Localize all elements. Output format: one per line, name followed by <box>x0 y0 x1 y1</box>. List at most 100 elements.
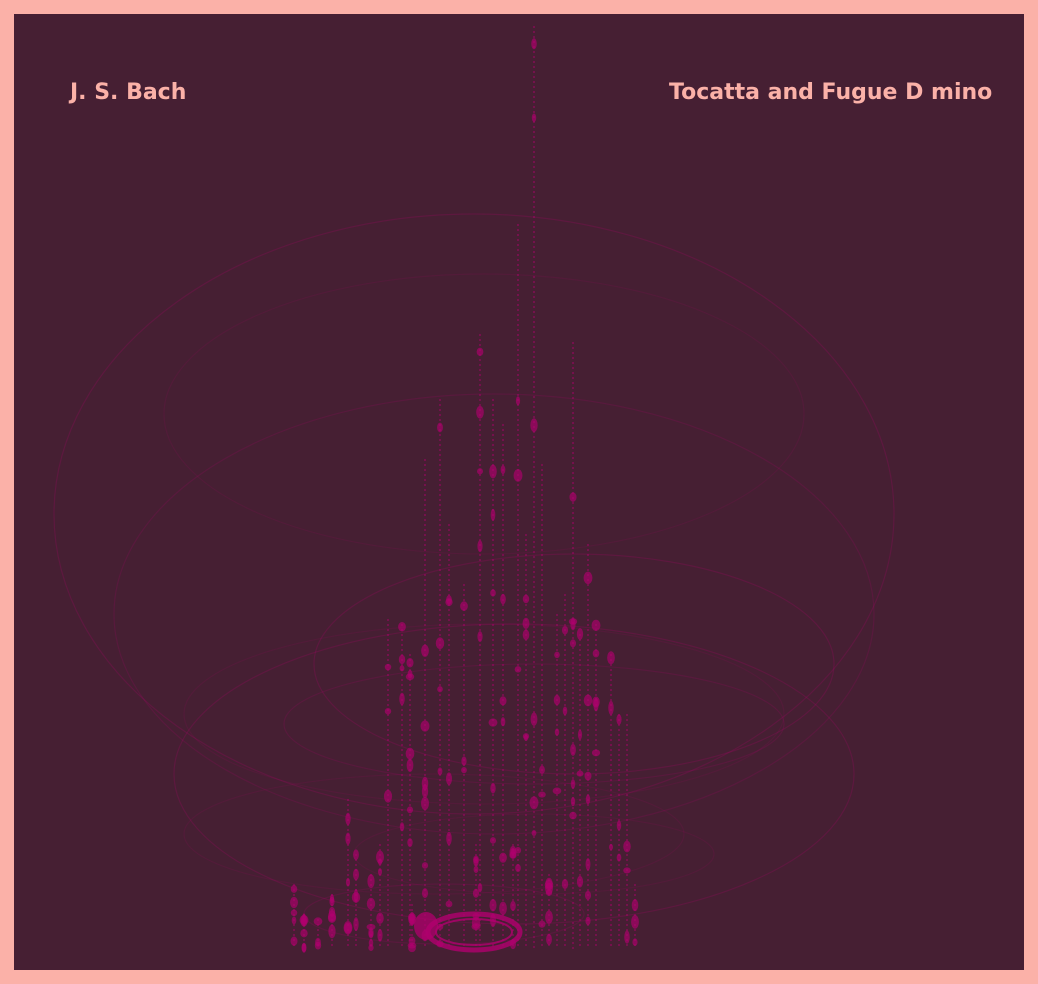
note-dot <box>608 700 614 715</box>
note-dot <box>553 694 561 706</box>
note-dot <box>607 651 615 665</box>
ripple-rings <box>53 213 895 945</box>
note-dot <box>399 692 405 706</box>
note-dot <box>345 832 351 845</box>
note-dot <box>406 758 414 772</box>
note-dot <box>585 858 591 871</box>
note-dot <box>561 625 569 635</box>
ripple-ring <box>183 773 685 895</box>
note-dot <box>461 756 467 766</box>
note-dot <box>421 888 429 899</box>
note-dot <box>530 712 538 726</box>
note-dot <box>461 767 467 774</box>
note-dot <box>592 649 600 658</box>
note-dot <box>477 468 483 475</box>
note-dot <box>489 464 497 479</box>
note-dot <box>420 720 430 732</box>
note-dot <box>545 882 553 895</box>
note-dot <box>569 639 577 648</box>
note-dot <box>632 938 638 946</box>
note-dot <box>584 771 592 781</box>
note-dot <box>561 878 569 890</box>
note-dot <box>583 694 593 707</box>
note-dot <box>568 618 578 625</box>
note-dot <box>376 850 384 864</box>
note-dot <box>477 540 483 553</box>
note-dot <box>327 913 337 923</box>
note-dot <box>531 38 537 50</box>
note-dot <box>490 508 496 521</box>
note-dot <box>576 875 584 888</box>
note-dot <box>408 936 416 945</box>
note-dot <box>473 865 479 874</box>
note-dot <box>514 666 522 673</box>
note-dot <box>531 829 537 836</box>
note-dot <box>623 867 631 874</box>
note-dot <box>562 706 568 716</box>
note-dot <box>538 920 546 928</box>
note-dot <box>398 621 406 632</box>
note-dot <box>344 922 352 934</box>
note-dot <box>489 898 497 912</box>
note-dot <box>522 733 530 740</box>
note-dot <box>407 838 413 847</box>
note-dot <box>538 791 546 798</box>
note-dot <box>570 779 576 789</box>
piece-title: Tocatta and Fugue D mino <box>669 80 993 105</box>
note-dot <box>476 405 484 419</box>
note-dot <box>616 714 622 725</box>
note-dot <box>290 936 298 946</box>
note-dot <box>351 891 361 903</box>
note-dot <box>570 796 576 807</box>
note-dot <box>406 806 414 814</box>
focus-ring <box>414 911 523 953</box>
note-dot <box>421 644 429 657</box>
note-dot <box>345 877 351 887</box>
note-dot <box>471 923 481 931</box>
note-dot <box>368 930 374 938</box>
note-dot <box>515 396 521 406</box>
note-dot <box>476 347 484 356</box>
ripple-ring <box>53 213 895 815</box>
note-dot <box>472 888 480 898</box>
note-dot <box>421 796 429 811</box>
note-dot <box>408 914 416 925</box>
note-dot <box>368 939 374 947</box>
note-dot <box>384 663 392 671</box>
note-dot <box>377 858 383 866</box>
note-dot <box>421 784 429 799</box>
note-dot <box>314 941 322 950</box>
note-dot <box>290 909 298 917</box>
note-dot <box>367 874 375 889</box>
note-dot <box>500 465 506 475</box>
note-dot <box>592 696 600 708</box>
note-dot <box>490 782 496 794</box>
note-dot <box>353 917 359 931</box>
note-dot <box>300 917 308 927</box>
note-dot <box>398 654 406 665</box>
note-dot <box>384 708 392 715</box>
music-visualization <box>53 26 895 953</box>
ripple-ring <box>313 553 835 775</box>
note-dot <box>631 915 639 929</box>
note-dot <box>437 686 443 693</box>
note-dot <box>576 770 584 777</box>
note-dot <box>585 916 591 926</box>
note-dot <box>576 628 584 640</box>
note-dot <box>446 595 452 605</box>
note-dot <box>554 728 560 736</box>
note-dot <box>366 923 376 930</box>
note-dot <box>300 929 308 938</box>
note-dot <box>290 885 298 893</box>
note-dot <box>499 852 507 863</box>
note-dot <box>522 594 530 604</box>
note-dot <box>490 589 496 597</box>
note-dot <box>345 812 351 825</box>
ripple-ring <box>183 623 785 805</box>
note-dot <box>500 593 506 605</box>
note-dot <box>515 864 521 873</box>
poster-canvas: J. S. Bach Tocatta and Fugue D mino <box>14 14 1024 970</box>
note-dot <box>522 629 530 640</box>
note-dot <box>445 900 453 908</box>
note-dot <box>313 917 323 926</box>
